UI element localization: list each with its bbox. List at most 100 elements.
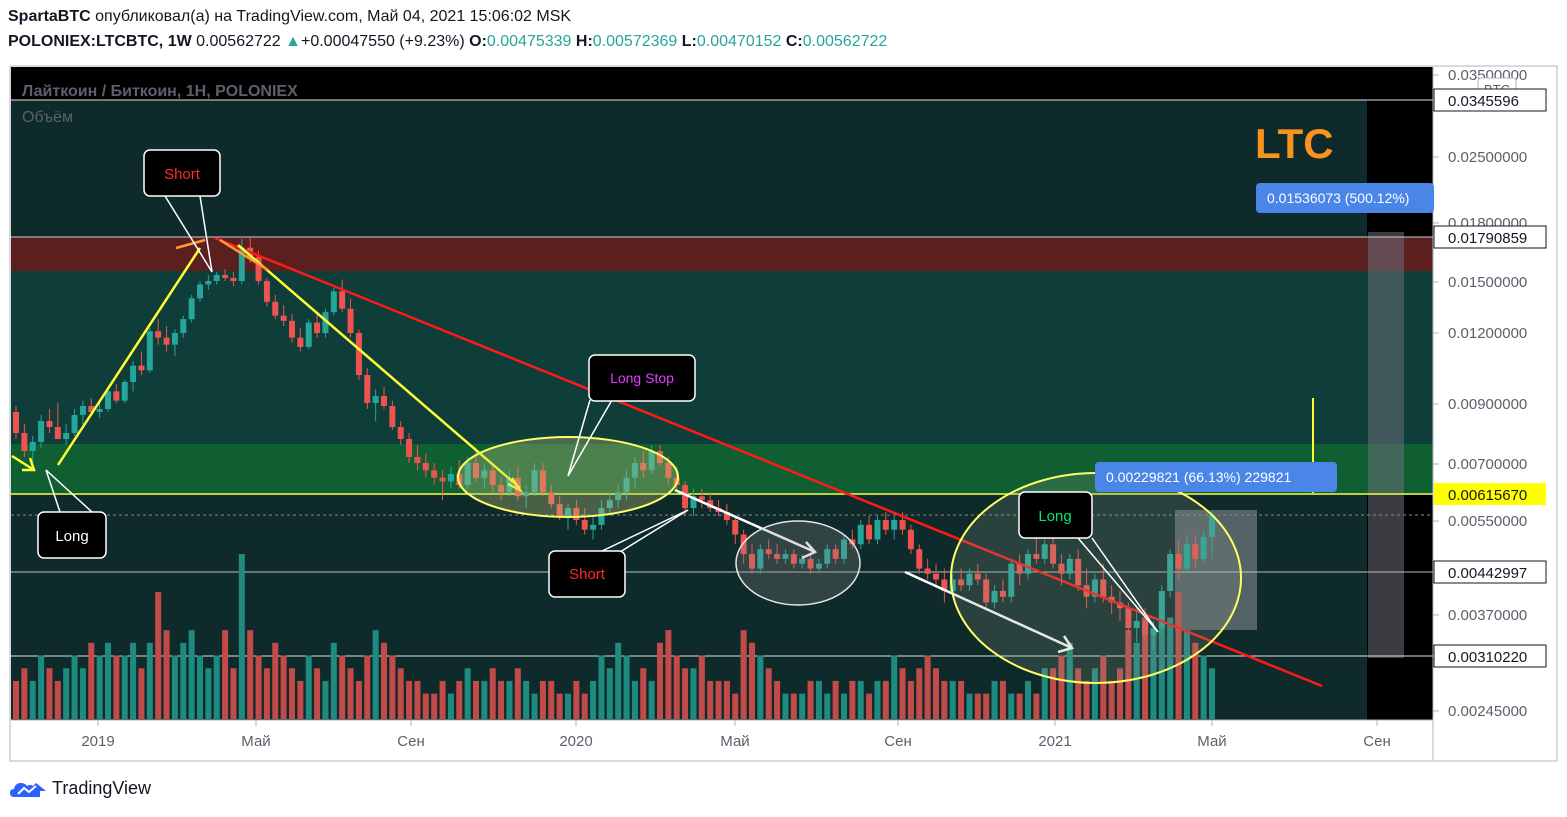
volume-bar — [1158, 604, 1165, 719]
tradingview-logo[interactable]: TradingView — [10, 778, 151, 799]
price-badge-top — [1433, 88, 1547, 112]
candle — [958, 568, 965, 591]
candle-body — [498, 485, 505, 493]
volume-bars — [13, 554, 1215, 719]
price-badge-1 — [1433, 225, 1547, 249]
candle-body — [163, 337, 170, 345]
volume-bar — [272, 642, 279, 719]
candle — [230, 271, 237, 287]
candle-body — [799, 558, 806, 564]
candle-body — [740, 534, 747, 555]
long-label-right: Long — [1038, 508, 1071, 525]
white-arrow-2 — [904, 570, 1073, 650]
candle — [523, 485, 530, 509]
volume-bar — [1083, 680, 1090, 719]
volume-bar — [774, 680, 781, 719]
volume-bar — [824, 693, 831, 719]
volume-bar — [205, 668, 212, 719]
candle-body — [874, 520, 881, 540]
volume-bar — [1209, 668, 1215, 719]
candle-body — [464, 463, 471, 486]
candle-body — [155, 331, 162, 338]
candle-body — [640, 463, 647, 471]
volume-bar — [749, 642, 755, 719]
candle — [71, 409, 78, 436]
volume-bar — [1183, 630, 1190, 719]
volume-bar — [949, 680, 956, 719]
candle — [815, 558, 822, 574]
candle-body — [314, 322, 321, 333]
candle — [21, 424, 28, 457]
candle-body — [280, 315, 287, 321]
volume-bar — [715, 680, 722, 719]
volume-bar — [590, 680, 597, 719]
x-tick-label: Сен — [1363, 733, 1390, 750]
candle-body — [406, 439, 413, 457]
publish-info: SpartaBTC опубликовал(а) на TradingView.… — [8, 8, 571, 26]
volume-bar — [1075, 668, 1082, 719]
volume-bar — [548, 680, 555, 719]
candle — [130, 361, 137, 392]
volume-bar — [1041, 668, 1048, 719]
candle — [305, 319, 312, 350]
volume-bar — [314, 668, 321, 719]
candle-body — [1150, 628, 1157, 636]
candle — [146, 327, 153, 373]
candle-body — [581, 520, 588, 530]
volume-bar — [38, 655, 45, 719]
volume-bar — [280, 655, 287, 719]
candle-body — [966, 573, 973, 586]
x-tick-label: Май — [241, 733, 270, 750]
volume-bar — [447, 693, 454, 719]
short-label-top: Short — [164, 166, 201, 183]
candle-body — [1066, 558, 1073, 574]
candle-body — [88, 406, 95, 412]
candle-body — [1033, 554, 1040, 559]
candle-body — [414, 457, 421, 463]
volume-bar — [891, 655, 898, 719]
candle-body — [263, 281, 270, 302]
candle-body — [648, 451, 655, 471]
candle — [882, 512, 889, 535]
volume-bar — [1058, 655, 1065, 719]
candle — [698, 488, 705, 509]
candle-body — [197, 284, 203, 299]
volume-bar — [723, 680, 730, 719]
volume-bar — [682, 668, 689, 719]
candle-body — [180, 319, 187, 333]
candle-body — [205, 281, 212, 285]
candle-body — [1200, 537, 1207, 559]
consolidation-ellipse-1 — [457, 436, 679, 518]
volume-bar — [247, 630, 254, 719]
candle-body — [907, 529, 914, 550]
volume-bar — [130, 642, 137, 719]
volume-bar — [565, 693, 571, 719]
candle — [272, 294, 279, 320]
candle — [1075, 549, 1082, 591]
author-name[interactable]: SpartaBTC — [8, 8, 91, 25]
candle — [623, 470, 630, 501]
white-arrowhead-1 — [801, 541, 818, 560]
candle-body — [1158, 590, 1165, 629]
candle-body — [364, 375, 371, 403]
candle — [238, 238, 245, 285]
yellow-downtrend-line — [237, 244, 521, 489]
candle-body — [657, 451, 663, 463]
close-label: C: — [785, 33, 803, 50]
candle-body — [339, 291, 346, 309]
candle-body — [439, 477, 446, 482]
candle — [171, 329, 178, 357]
candle — [289, 313, 295, 343]
candle-body — [631, 463, 638, 478]
candle-body — [347, 308, 354, 333]
volume-bar — [1192, 642, 1199, 719]
candle — [105, 389, 111, 412]
volume-bar — [414, 680, 421, 719]
candle — [841, 534, 847, 564]
candle — [439, 470, 446, 501]
candle — [197, 281, 203, 302]
candle-body — [121, 382, 128, 401]
volume-bar — [79, 668, 86, 719]
volume-bar — [623, 655, 630, 719]
